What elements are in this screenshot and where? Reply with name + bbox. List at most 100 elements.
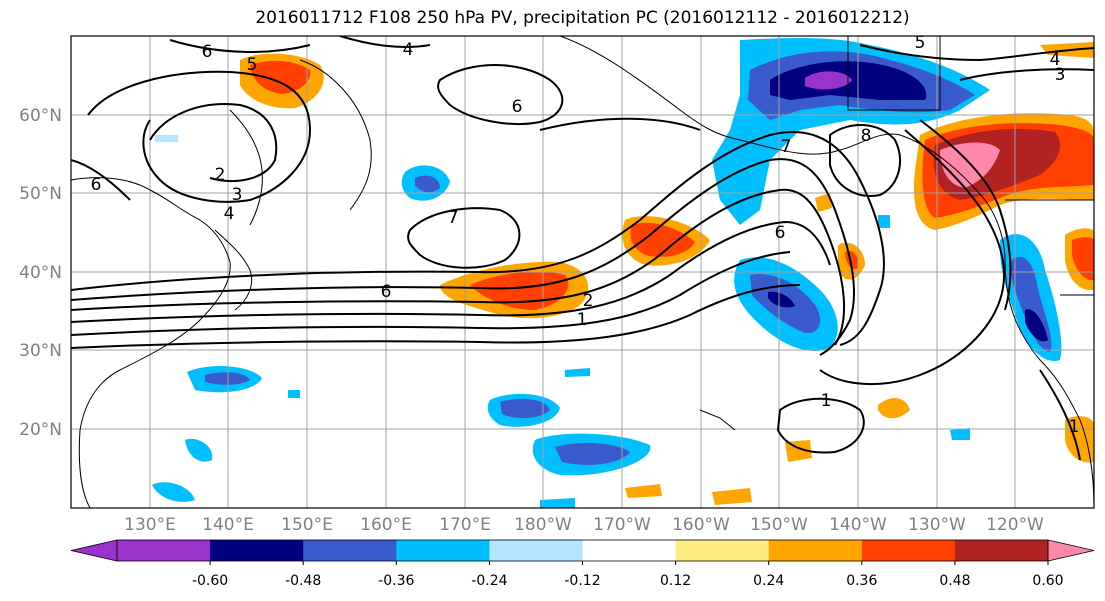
contour-label: 3: [232, 185, 243, 205]
colorbar-bin: [210, 540, 304, 561]
contour-north-6b: [169, 39, 311, 53]
colorbar-label: -0.12: [564, 573, 600, 589]
contour-label: 4: [403, 40, 414, 60]
contour-north-3: [959, 68, 1094, 81]
contour-6: [71, 131, 885, 346]
lon-label: 170°E: [439, 515, 491, 535]
coast-japan: [214, 229, 253, 311]
colorbar-bin: [675, 540, 770, 561]
colorbar-label: 0.36: [846, 573, 877, 589]
lon-label: 170°W: [593, 515, 651, 535]
colorbar-bin: [861, 540, 956, 561]
lat-labels: 60°N 50°N 40°N 30°N 20°N: [19, 106, 62, 440]
contour-label: 1: [1069, 417, 1080, 437]
shade-blue-wpac7: [288, 390, 300, 398]
colorbar: [70, 539, 1095, 562]
coast-kamchatka: [299, 59, 372, 211]
lon-label: 130°E: [124, 515, 176, 535]
lon-label: 160°W: [672, 515, 730, 535]
contour-label: 6: [775, 223, 786, 243]
shade-blue-epac: [950, 428, 970, 440]
colorbar-label: -0.36: [378, 573, 414, 589]
contour-north-5: [859, 44, 1094, 62]
shade-medblue-wpac3: [500, 398, 550, 419]
lat-label: 30°N: [19, 341, 62, 361]
coast-namerica: [559, 36, 1094, 508]
contour-label: 2: [215, 165, 226, 185]
coast-hawaii: [699, 409, 736, 431]
contour-low-7: [407, 207, 521, 269]
contour-label: 5: [247, 55, 258, 75]
lat-label: 20°N: [19, 420, 62, 440]
colorbar-label: -0.60: [192, 573, 228, 589]
lat-label: 60°N: [19, 106, 62, 126]
shade-orange-epac6: [625, 484, 662, 498]
colorbar-label: -0.48: [285, 573, 321, 589]
precip-shading: [152, 37, 1094, 508]
contour-ridge-a: [819, 129, 1006, 385]
contour-ridge-b: [919, 119, 1012, 311]
contour-north-4: [339, 36, 431, 48]
map-frame: [70, 35, 1095, 509]
lon-labels: 130°E 140°E 150°E 160°E 170°E 180°W 170°W 160°W…: [124, 515, 1044, 535]
lon-label: 160°E: [360, 515, 412, 535]
contour-west-6: [71, 159, 131, 201]
colorbar-extend-high: [1047, 539, 1095, 562]
shade-orange-mexico: [1065, 416, 1094, 463]
shade-orange-epac3: [878, 398, 910, 419]
shade-orange-epac2: [815, 193, 832, 212]
shade-blue-wpac9: [565, 368, 590, 377]
colorbar-bin: [582, 540, 677, 561]
colorbar-bin: [117, 540, 211, 561]
contour-label: 1: [821, 391, 832, 411]
contour-label: 6: [91, 175, 102, 195]
contour-label: 2: [583, 291, 594, 311]
contour-kamchatka-loop: [87, 70, 312, 203]
shade-orange-epac5: [712, 488, 752, 505]
shade-lightblue-wpac8: [155, 135, 178, 142]
shade-purple-alaska: [805, 71, 852, 90]
contour-1: [71, 284, 801, 349]
lon-label: 140°W: [829, 515, 887, 535]
contour-label: 1: [577, 310, 588, 330]
colorbar-bin: [489, 540, 583, 561]
contour-label: 7: [781, 137, 792, 157]
contour-label: 4: [1050, 50, 1061, 70]
colorbar-extend-low: [70, 539, 118, 562]
contour-3: [71, 220, 831, 323]
contour-kamchatka-inner: [149, 103, 278, 182]
lon-label: 120°W: [986, 515, 1044, 535]
pv-contours: [71, 36, 1094, 461]
border-alaska: [847, 36, 941, 111]
colorbar-label: 0.60: [1032, 573, 1063, 589]
contour-2: [71, 251, 791, 336]
colorbar-bin: [954, 540, 1049, 561]
shade-medblue-wpac4: [555, 442, 630, 465]
shade-red-kamchatka: [250, 60, 311, 94]
colorbar-label: 0.48: [939, 573, 970, 589]
contour-label: 3: [1055, 65, 1066, 85]
shade-blue-wpac10: [540, 498, 575, 508]
colorbar-bin: [768, 540, 863, 561]
map-title: 2016011712 F108 250 hPa PV, precipitatio…: [255, 8, 910, 28]
colorbar-label: 0.24: [753, 573, 784, 589]
shade-navy-westcoast: [1025, 309, 1048, 342]
contour-8: [829, 123, 901, 197]
colorbar-label: 0.12: [660, 573, 691, 589]
contour-label: 5: [915, 33, 926, 53]
shade-red-us: [1072, 237, 1094, 281]
coast-sakhalin: [229, 109, 263, 226]
coastlines: [71, 36, 1094, 508]
colorbar-label: -0.24: [471, 573, 507, 589]
contour-north-6: [437, 64, 564, 125]
lon-label: 150°W: [750, 515, 808, 535]
shade-red-160w: [630, 222, 695, 257]
contour-label: 7: [448, 208, 459, 228]
lon-label: 140°E: [202, 515, 254, 535]
contour-1-south: [776, 397, 865, 454]
shade-blue-epac2: [878, 215, 890, 228]
contour-label: 6: [202, 42, 213, 62]
contour-label: 4: [224, 204, 235, 224]
